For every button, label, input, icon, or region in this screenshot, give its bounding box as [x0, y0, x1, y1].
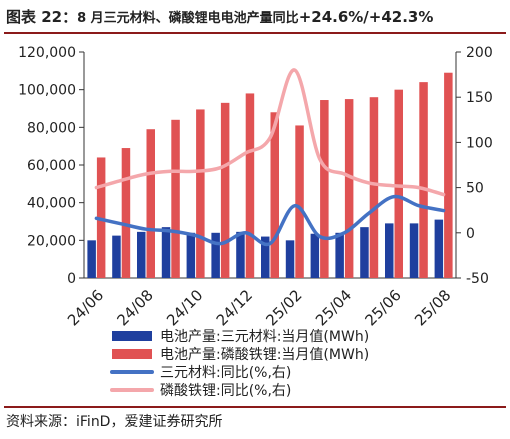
bar-ncm: [211, 232, 220, 278]
x-tick-label: 24/10: [163, 286, 206, 329]
y-left-tick-label: 100,000: [18, 83, 76, 99]
bar-lfp: [344, 99, 354, 278]
bar-lfp: [295, 125, 304, 278]
bar-ncm: [186, 232, 196, 278]
y-left-tick-label: 80,000: [27, 120, 76, 136]
bar-lfp: [121, 148, 131, 278]
bar-lfp: [171, 119, 180, 278]
x-tick-label: 25/08: [411, 286, 454, 329]
legend-swatch-bar: [112, 331, 152, 341]
title-prefix: 图表 22：: [6, 8, 78, 26]
x-tick-label: 25/02: [262, 286, 305, 329]
x-tick-label: 25/06: [362, 286, 405, 329]
y-right-tick-label: 50: [466, 181, 484, 197]
y-right-tick-label: 150: [466, 90, 493, 106]
bar-ncm: [434, 219, 444, 278]
y-right-tick-label: -50: [466, 271, 489, 287]
bar-ncm: [261, 236, 270, 278]
legend-label: 电池产量:磷酸铁锂:当月值(MWh): [160, 347, 369, 363]
bar-lfp: [196, 109, 205, 278]
y-left-tick-label: 60,000: [27, 158, 76, 174]
y-right-tick-label: 100: [466, 135, 493, 151]
title-main: 8 月三元材料、磷酸锂电电池产量同比: [77, 11, 299, 26]
legend-label: 磷酸铁锂:同比(%,右): [160, 383, 291, 399]
x-tick-label: 25/04: [312, 286, 355, 329]
bar-lfp: [444, 72, 453, 278]
y-left-tick-label: 40,000: [27, 196, 76, 212]
bar-lfp: [146, 129, 155, 278]
bar-lfp: [394, 89, 403, 278]
x-tick-label: 24/08: [114, 286, 157, 329]
y-right-tick-label: 200: [466, 45, 493, 61]
bar-lfp: [320, 100, 329, 279]
y-left-tick-label: 120,000: [18, 45, 76, 61]
ncm-yoy-line: [94, 194, 446, 247]
bar-ncm: [385, 223, 394, 278]
legend-swatch-bar: [112, 349, 152, 359]
bar-lfp: [220, 102, 230, 278]
bar-ncm: [360, 227, 369, 278]
bar-ncm: [112, 235, 121, 278]
source-divider: [4, 406, 506, 408]
bar-ncm: [310, 233, 320, 278]
bar-ncm: [161, 227, 171, 278]
bar-ncm: [137, 231, 146, 278]
x-tick-label: 24/12: [213, 286, 256, 329]
y-left-tick-label: 0: [67, 271, 76, 287]
bar-lfp: [270, 112, 279, 279]
bar-lfp: [419, 82, 428, 278]
y-right-tick-label: 0: [466, 226, 475, 242]
bar-ncm: [285, 240, 295, 278]
chart-area: 0 20,000 40,000 60,000 80,000 100,000 120,000 -…: [18, 45, 493, 399]
lfp-yoy-line: [94, 68, 446, 197]
title-suffix: +24.6%/+42.3%: [298, 8, 434, 26]
legend-label: 电池产量:三元材料:当月值(MWh): [160, 329, 369, 345]
bar-ncm: [335, 232, 344, 278]
bar-lfp: [369, 97, 379, 278]
x-tick-label: 24/06: [64, 286, 107, 329]
legend-label: 三元材料:同比(%,右): [160, 365, 291, 381]
title-divider: [4, 32, 506, 34]
bar-ncm: [409, 223, 419, 278]
chart-title: 图表 22：8 月三元材料、磷酸锂电电池产量同比+24.6%/+42.3%: [6, 2, 504, 32]
source-note: 资料来源：iFinD，爱建证券研究所: [6, 414, 223, 430]
y-left-tick-label: 20,000: [27, 233, 76, 249]
bar-lfp: [245, 93, 255, 278]
bar-ncm: [236, 231, 245, 278]
bar-ncm: [87, 240, 96, 278]
